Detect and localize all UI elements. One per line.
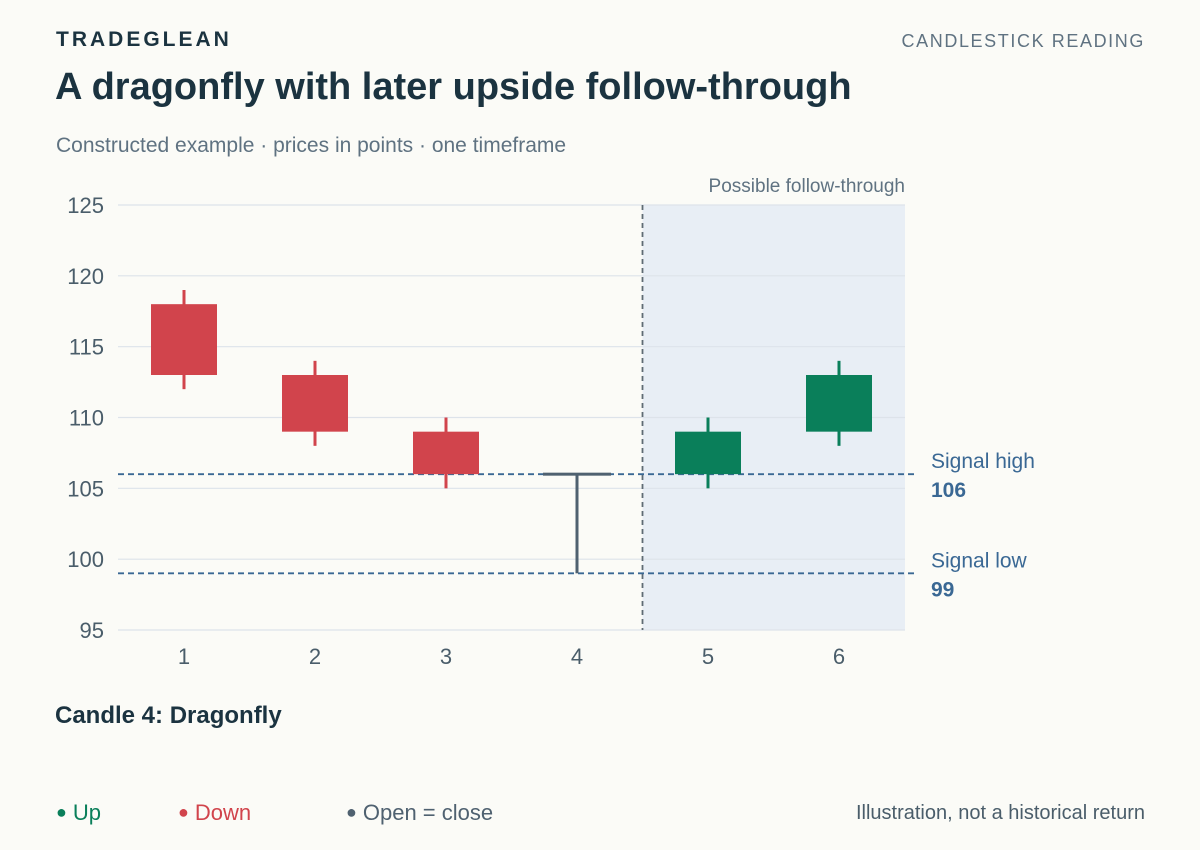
candle-body: [675, 431, 741, 475]
legend-item-flat: ● Open = close: [346, 800, 493, 826]
follow-through-label: Possible follow-through: [709, 176, 905, 197]
legend-item-down: ● Down: [178, 800, 251, 826]
brand-logo-text: TRADEGLEAN: [56, 28, 232, 51]
x-tick-label: 1: [178, 644, 190, 669]
x-tick-label: 4: [571, 644, 583, 669]
y-tick-label: 105: [67, 476, 104, 501]
footnote: Illustration, not a historical return: [855, 802, 1145, 824]
x-tick-label: 5: [702, 644, 714, 669]
candle-body: [413, 431, 479, 475]
x-tick-label: 3: [440, 644, 452, 669]
y-tick-label: 120: [67, 264, 104, 289]
reference-value: 106: [931, 479, 966, 502]
reference-label: Signal low: [931, 549, 1028, 572]
y-tick-label: 95: [80, 618, 104, 643]
legend-down-dot-icon: ●: [178, 802, 189, 822]
candle-wick: [575, 474, 579, 574]
legend-up-dot-icon: ●: [56, 802, 67, 822]
chart-subtitle: Constructed example · prices in points ·…: [56, 134, 567, 157]
candle-body: [543, 472, 611, 476]
x-tick-label: 2: [309, 644, 321, 669]
legend-flat-label: Open = close: [362, 800, 494, 825]
reference-value: 99: [931, 578, 954, 601]
candle-body: [151, 304, 217, 375]
y-tick-label: 115: [69, 335, 104, 360]
y-tick-label: 100: [67, 547, 104, 572]
y-tick-label: 125: [67, 193, 104, 218]
legend-up-label: Up: [72, 800, 101, 825]
legend-flat-dot-icon: ●: [346, 802, 357, 822]
y-tick-label: 110: [69, 406, 104, 431]
reference-label: Signal high: [931, 450, 1035, 473]
candle-body: [806, 375, 872, 432]
x-tick-label: 6: [833, 644, 845, 669]
legend-item-up: ● Up: [56, 800, 101, 826]
candle-callout: Candle 4: Dragonfly: [55, 702, 282, 729]
candle-body: [282, 375, 348, 432]
chart-title: A dragonfly with later upside follow-thr…: [55, 66, 852, 108]
section-label: CANDLESTICK READING: [901, 31, 1145, 51]
legend-down-label: Down: [194, 800, 252, 825]
